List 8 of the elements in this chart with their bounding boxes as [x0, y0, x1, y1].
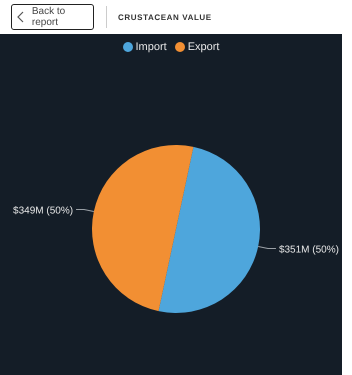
legend-label: Import [136, 41, 167, 53]
legend-label: Export [188, 41, 220, 53]
data-label: $351M (50%) [278, 244, 339, 256]
data-label: $349M (50%) [13, 205, 74, 216]
pie-slice [158, 146, 260, 313]
text: Back to report [32, 6, 66, 28]
chart-title: CRUSTACEAN VALUE [118, 12, 212, 22]
pie-slice [92, 145, 194, 312]
